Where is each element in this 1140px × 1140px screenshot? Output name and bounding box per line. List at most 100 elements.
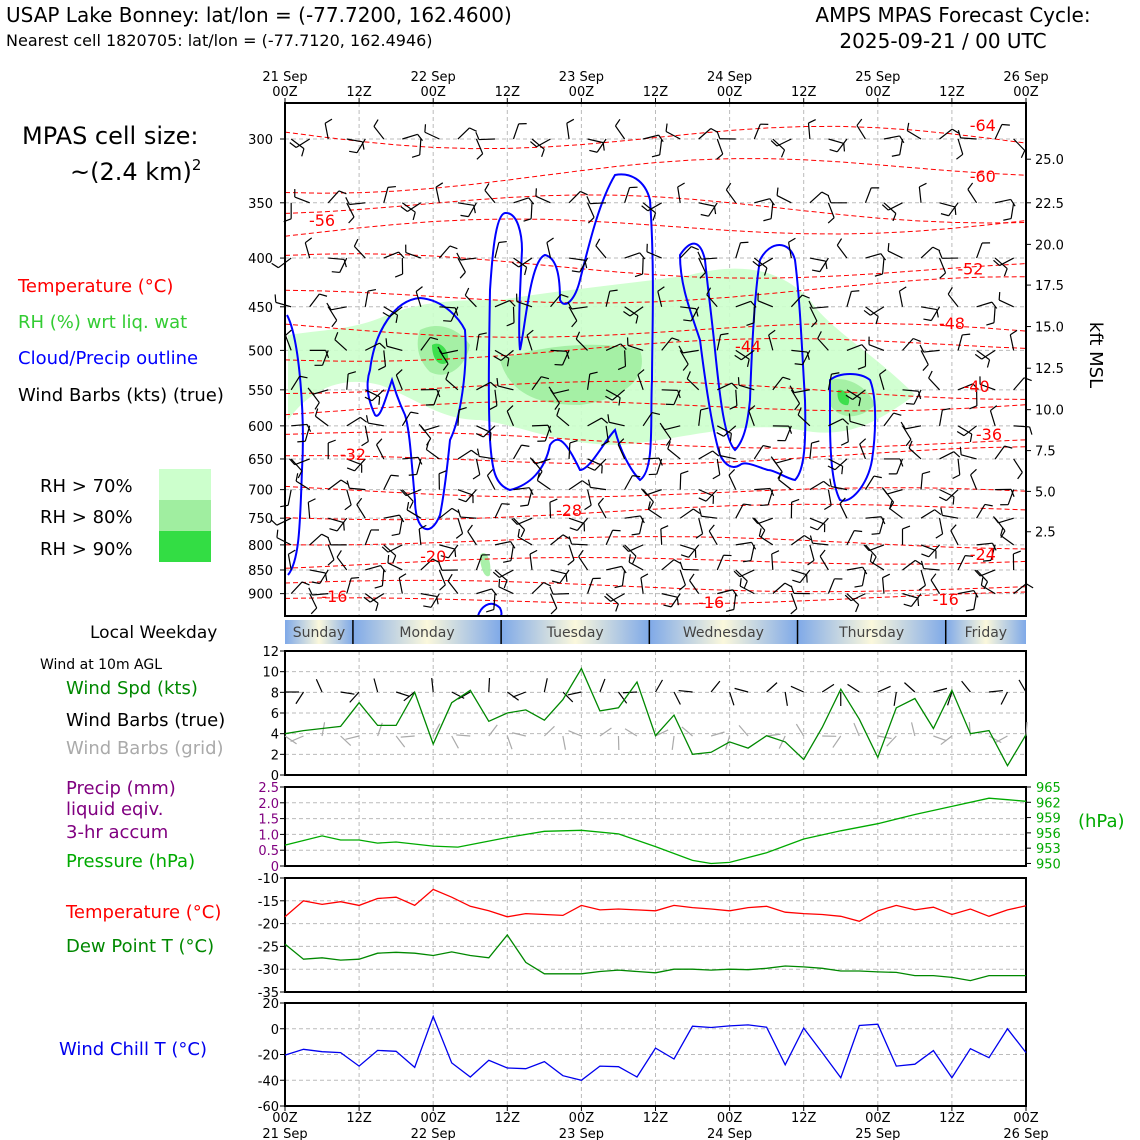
wind-barb-60: [346, 480, 366, 491]
top-tick-label-2: 00Z: [420, 85, 446, 100]
wind-barb-feather-47: [344, 504, 352, 511]
wind-barb-330: [737, 377, 755, 391]
wind-barb-feather-399: [839, 497, 846, 505]
wind-barb-feather-408: [845, 394, 853, 400]
wind-barb-shaft-469: [948, 202, 959, 217]
wind-barb-141: [475, 554, 490, 571]
wind-barb-475: [952, 458, 961, 480]
wind-speed-series: [284, 667, 1027, 768]
wind-barb-shaft-243: [624, 515, 641, 519]
wind-barb-feather-416: [899, 135, 905, 144]
precip-ylabel-2: 1.0: [258, 828, 279, 843]
wind-barb-218: [568, 536, 588, 546]
wind-barb-468: [956, 138, 964, 160]
wind-barb-feather-433: [912, 337, 921, 342]
wind-barb-feather-299: [716, 153, 724, 160]
wind-barb-188: [537, 425, 552, 442]
wind-barb-196: [568, 190, 588, 204]
wind-barb-shaft-121: [442, 349, 459, 355]
weekday-segment-1: [352, 620, 502, 644]
true-barb-3: [340, 691, 355, 695]
wind-barb-shaft-94: [415, 291, 422, 307]
wind-barb-shaft-336: [739, 569, 755, 578]
wind10m-ylabel-6: 12: [262, 645, 279, 660]
wind-barb-494: [994, 123, 1010, 140]
wind-barb-62: [364, 529, 380, 546]
wind-barb-shaft-83: [395, 374, 403, 391]
temperature-contour-3: [284, 218, 1027, 237]
wind-barb-feather-29: [331, 319, 338, 328]
kft-tick-label-7: 7.5: [1035, 445, 1056, 460]
wind-barb-feather-470: [938, 250, 943, 259]
wind-barb-163: [512, 444, 530, 460]
wind-barb-shaft-510: [998, 299, 1014, 308]
wind-barb-223: [595, 238, 607, 259]
wind-barb-shaft-319: [719, 455, 736, 460]
wind-barb-feather-179: [517, 528, 521, 537]
wind-barb-feather-91: [411, 154, 420, 158]
wind-barb-15: [304, 237, 313, 259]
wind-barb-288: [698, 257, 707, 279]
wind-barb-feather-506: [980, 577, 984, 586]
wind-barb-140: [467, 524, 477, 546]
wind-barb-33: [327, 439, 336, 459]
wind-barb-38: [308, 587, 329, 596]
wind-barb-feather-35: [343, 522, 345, 531]
wind-barb-298: [689, 573, 700, 594]
bottom-tick-label-6: 00Z: [717, 1111, 743, 1126]
wind-barb-274: [677, 182, 685, 203]
wind-barb-shaft-335: [750, 544, 755, 561]
wind-barb-106: [438, 245, 458, 259]
temperature-label-5: -44: [735, 337, 761, 356]
wind-barb-feather-214: [601, 417, 609, 424]
wind-barb-feather-364: [808, 119, 816, 124]
wind-barb-321: [735, 503, 752, 519]
bottom-tick-label-0: 00Z: [272, 1111, 298, 1126]
wind-barb-374: [807, 544, 815, 566]
wind-barb-395: [846, 389, 862, 407]
wind-barb-300: [700, 202, 718, 217]
wind-barb-feather-303: [720, 332, 729, 336]
grid-barb-38: [988, 735, 1002, 744]
wind-barb-feather-409: [848, 413, 851, 422]
wind-barb-shaft-157: [513, 197, 529, 204]
wind-barb-feather-485: [986, 359, 991, 368]
wind-barb-22: [307, 498, 316, 519]
wind-barb-shaft-256: [638, 518, 644, 534]
wind-barb-shaft-464: [938, 518, 944, 534]
wind-barb-485: [976, 349, 991, 368]
wind-barb-feather-31: [307, 387, 314, 395]
wind-barb-shaft-34: [327, 479, 342, 491]
bottom-tick-label-2: 00Z: [420, 1111, 446, 1126]
wind-barb-shaft-371: [809, 442, 813, 460]
temp-frame: [284, 877, 1027, 993]
weekday-bar: Sunday Monday Tuesday Wednesday Thursday Frid…: [285, 620, 1026, 644]
wind-barb-365: [809, 191, 830, 204]
temperature-label-14: -16: [933, 590, 959, 609]
pressure-tick-label-5: 550: [248, 384, 273, 399]
wind-barb-shaft-248: [642, 202, 656, 214]
wind-barb-feather-355: [806, 351, 810, 360]
wind-barb-166: [503, 544, 515, 563]
wind-barb-66: [383, 185, 396, 203]
wind-barb-feather-150: [476, 448, 480, 457]
wind-barb-feather-18: [314, 402, 320, 410]
wind-barb-shaft-171: [518, 257, 533, 268]
wind-barb-feather-138: [458, 498, 467, 503]
wind-barb-81: [382, 306, 403, 318]
wind-barb-feather-390: [829, 148, 838, 153]
wind-barb-147: [494, 349, 510, 367]
wind-barb-shaft-235: [624, 187, 631, 203]
pressure-tick-label-2: 400: [248, 252, 273, 267]
wind-barb-469: [940, 202, 959, 217]
precip-ylabel-4: 2.0: [258, 797, 279, 812]
wind-barb-feather-25: [310, 607, 318, 615]
wind-barb-feather-379: [811, 269, 821, 273]
precip-ylabel-0: 0: [271, 860, 279, 875]
wind-barb-shaft-114: [439, 544, 455, 550]
wind-barb-462: [939, 451, 961, 460]
wind-barb-feather-507: [1020, 150, 1026, 159]
wind-barb-shaft-428: [881, 577, 885, 594]
wind-barb-shaft-123: [457, 409, 460, 426]
wind-barb-feather-112: [438, 470, 447, 475]
